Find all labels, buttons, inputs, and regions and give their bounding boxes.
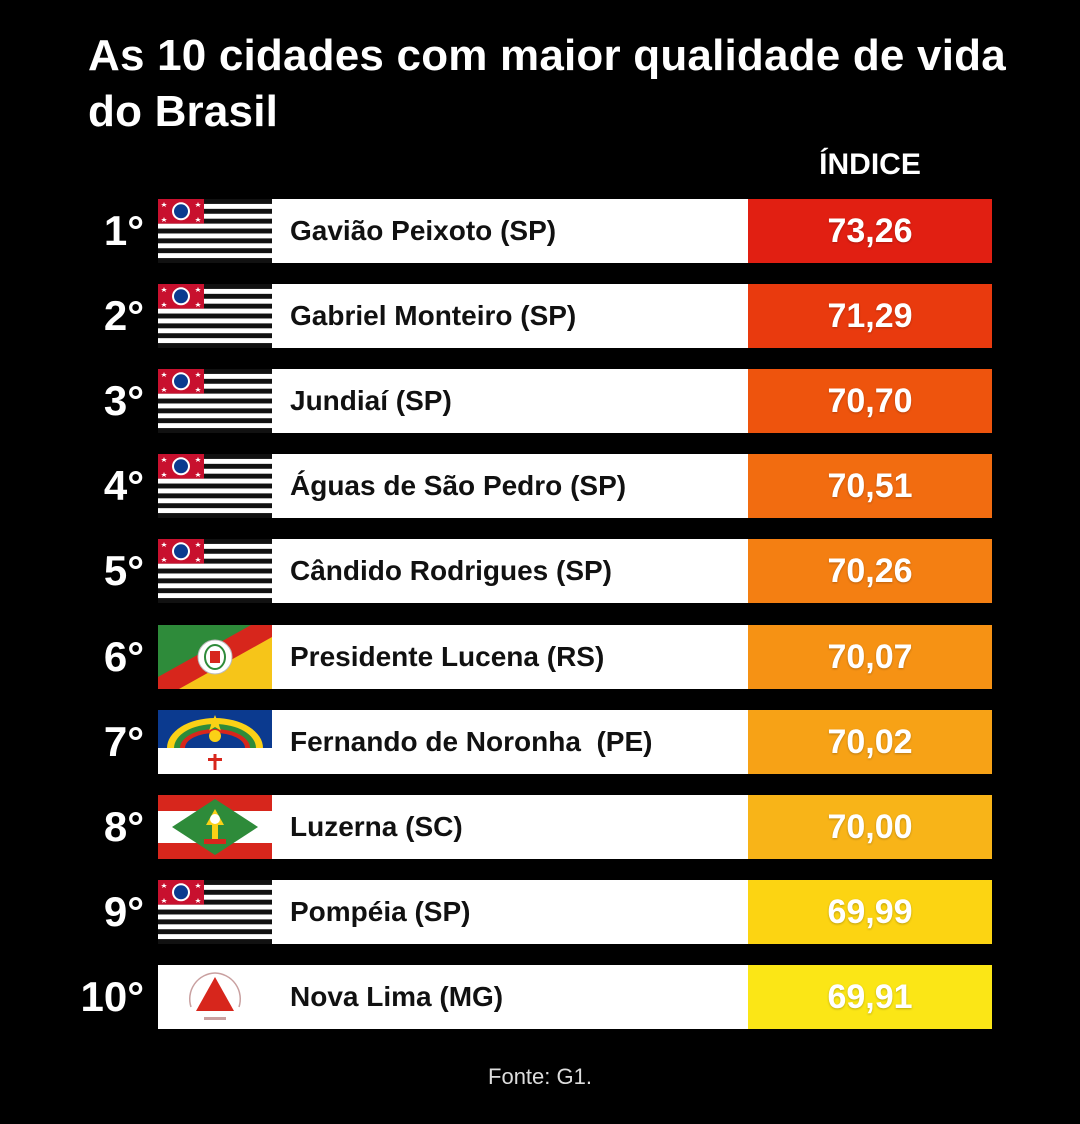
rank-label: 7° (103, 718, 144, 765)
table-row: 7° Fernando de Noronha (PE) 70,02 (0, 710, 1080, 774)
mg-flag-icon (158, 965, 272, 1029)
city-name: Águas de São Pedro (SP) (290, 470, 627, 501)
table-row: 4° Águas de São Pedro (SP) 70,51 (0, 454, 1080, 518)
table-row: 10° Nova Lima (MG) 69,91 (0, 965, 1080, 1029)
index-value: 71,29 (748, 284, 992, 348)
table-row: 6° Presidente Lucena (RS) 70,07 (0, 625, 1080, 689)
rank-label: 9° (103, 888, 144, 935)
index-value: 69,99 (748, 880, 992, 944)
rank-label: 3° (103, 377, 144, 424)
city-name: Pompéia (SP) (290, 896, 471, 927)
rank-label: 2° (103, 292, 144, 339)
sp-flag-icon (158, 454, 272, 518)
index-value: 73,26 (748, 199, 992, 263)
city-name: Presidente Lucena (RS) (290, 641, 605, 672)
index-value: 70,70 (748, 369, 992, 433)
rs-flag-icon (158, 625, 272, 689)
city-name: Fernando de Noronha (PE) (290, 726, 653, 757)
page-title: As 10 cidades com maior qualidade de vid… (88, 31, 1006, 136)
table-row: 1° Gavião Peixoto (SP) 73,26 (0, 199, 1080, 263)
sp-flag-icon (158, 199, 272, 263)
sp-flag-icon (158, 284, 272, 348)
index-value: 70,07 (748, 625, 992, 689)
source-note: Fonte: G1. (488, 1064, 592, 1089)
rank-label: 8° (103, 803, 144, 850)
sc-flag-icon (158, 795, 272, 859)
table-row: 3° Jundiaí (SP) 70,70 (0, 369, 1080, 433)
index-value: 70,02 (748, 710, 992, 774)
table-row: 5° Cândido Rodrigues (SP) 70,26 (0, 539, 1080, 603)
table-row: 2° Gabriel Monteiro (SP) 71,29 (0, 284, 1080, 348)
city-name: Jundiaí (SP) (290, 385, 452, 416)
index-value: 70,51 (748, 454, 992, 518)
table-row: 8° Luzerna (SC) 70,00 (0, 795, 1080, 859)
index-value: 70,00 (748, 795, 992, 859)
pe-flag-icon (158, 710, 272, 774)
sp-flag-icon (158, 880, 272, 944)
rank-label: 4° (103, 462, 144, 509)
sp-flag-icon (158, 539, 272, 603)
city-name: Cândido Rodrigues (SP) (290, 555, 612, 586)
value-column-header: ÍNDICE (819, 148, 921, 181)
index-value: 70,26 (748, 539, 992, 603)
sp-flag-icon (158, 369, 272, 433)
city-name: Gabriel Monteiro (SP) (290, 300, 577, 331)
rank-label: 10° (80, 973, 144, 1020)
rank-label: 6° (103, 633, 144, 680)
table-row: 9° Pompéia (SP) 69,99 (0, 880, 1080, 944)
city-name: Luzerna (SC) (290, 811, 463, 842)
rank-label: 1° (103, 207, 144, 254)
city-name: Gavião Peixoto (SP) (290, 215, 557, 246)
rank-label: 5° (103, 547, 144, 594)
city-name: Nova Lima (MG) (290, 981, 504, 1012)
index-value: 69,91 (748, 965, 992, 1029)
